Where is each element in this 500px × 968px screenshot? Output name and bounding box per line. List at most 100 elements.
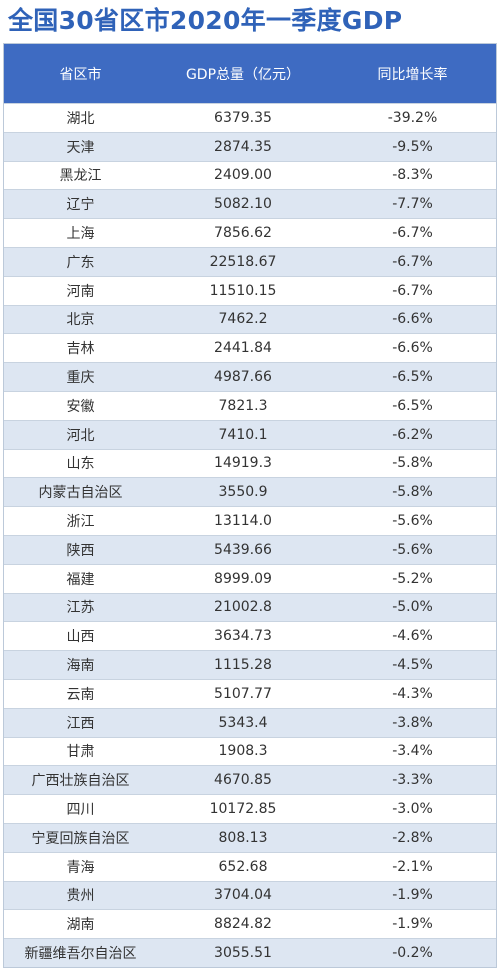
cell-growth: -6.7% <box>392 282 433 299</box>
cell-growth: -39.2% <box>387 109 438 126</box>
table-row: 上海 7856.62 -6.7% <box>4 218 496 247</box>
cell-gdp: 3634.73 <box>214 628 272 645</box>
cell-growth: -3.3% <box>392 772 433 789</box>
cell-gdp: 21002.8 <box>214 599 272 616</box>
cell-growth: -2.1% <box>392 858 433 875</box>
cell-growth: -6.5% <box>392 397 433 414</box>
cell-province: 河北 <box>66 427 95 444</box>
cell-growth: -7.7% <box>392 196 433 213</box>
table-row: 浙江 13114.0 -5.6% <box>4 506 496 535</box>
cell-growth: -3.4% <box>392 743 433 760</box>
table-row: 云南 5107.77 -4.3% <box>4 678 496 708</box>
cell-province: 新疆维吾尔自治区 <box>24 946 137 962</box>
cell-growth: -6.7% <box>392 253 433 270</box>
cell-gdp: 4987.66 <box>214 369 272 386</box>
cell-growth: -6.6% <box>392 311 433 328</box>
cell-gdp: 8824.82 <box>214 916 272 933</box>
cell-province: 天津 <box>66 139 95 156</box>
cell-province: 黑龙江 <box>59 168 102 185</box>
cell-province: 广东 <box>66 254 95 271</box>
table-row: 新疆维吾尔自治区 3055.51 -0.2% <box>4 938 496 967</box>
cell-growth: -4.3% <box>392 685 433 702</box>
table-header: 省区市 GDP总量（亿元） 同比增长率 <box>4 44 496 103</box>
cell-gdp: 8999.09 <box>214 570 272 587</box>
cell-province: 安徽 <box>66 398 95 415</box>
cell-province: 四川 <box>66 802 95 819</box>
cell-gdp: 652.68 <box>218 858 268 875</box>
cell-gdp: 7462.2 <box>218 311 268 328</box>
cell-growth: -3.0% <box>392 801 433 818</box>
table-row: 广东 22518.67 -6.7% <box>4 246 496 276</box>
cell-gdp: 5107.77 <box>214 685 272 702</box>
cell-gdp: 2441.84 <box>214 340 272 357</box>
cell-province: 山东 <box>66 456 95 473</box>
cell-gdp: 7410.1 <box>218 426 268 443</box>
cell-growth: -5.2% <box>392 570 433 587</box>
cell-province: 江苏 <box>66 600 95 617</box>
cell-gdp: 22518.67 <box>209 253 277 270</box>
cell-gdp: 3055.51 <box>214 945 272 961</box>
table-row: 北京 7462.2 -6.6% <box>4 304 496 334</box>
table-row: 贵州 3704.04 -1.9% <box>4 880 496 910</box>
table-row: 湖南 8824.82 -1.9% <box>4 909 496 939</box>
cell-province: 重庆 <box>66 370 95 387</box>
cell-growth: -6.7% <box>392 225 433 242</box>
table-row: 内蒙古自治区 3550.9 -5.8% <box>4 477 496 507</box>
cell-gdp: 10172.85 <box>209 801 277 818</box>
cell-gdp: 11510.15 <box>209 282 277 299</box>
cell-gdp: 5439.66 <box>214 541 272 558</box>
cell-gdp: 3704.04 <box>214 887 272 904</box>
cell-province: 北京 <box>66 312 95 329</box>
cell-growth: -1.9% <box>392 916 433 933</box>
table-row: 辽宁 5082.10 -7.7% <box>4 189 496 219</box>
table-row: 海南 1115.28 -4.5% <box>4 650 496 679</box>
table-row: 甘肃 1908.3 -3.4% <box>4 736 496 766</box>
cell-province: 浙江 <box>66 514 95 531</box>
cell-province: 贵州 <box>66 888 95 905</box>
table-row: 江西 5343.4 -3.8% <box>4 707 496 737</box>
page-title: 全国30省区市2020年一季度GDP <box>8 6 403 35</box>
table-row: 重庆 4987.66 -6.5% <box>4 362 496 391</box>
table-body: 湖北 6379.35 -39.2% 天津 2874.35 -9.5% 黑龙江 2409.00 -… <box>4 103 496 967</box>
header-growth: 同比增长率 <box>377 66 448 83</box>
cell-gdp: 2409.00 <box>214 167 272 184</box>
cell-growth: -6.6% <box>392 340 433 357</box>
cell-province: 青海 <box>66 859 95 876</box>
cell-province: 云南 <box>66 686 95 703</box>
cell-gdp: 14919.3 <box>214 455 272 472</box>
cell-province: 吉林 <box>66 341 95 358</box>
cell-gdp: 5082.10 <box>214 196 272 213</box>
table-row: 吉林 2441.84 -6.6% <box>4 333 496 363</box>
cell-growth: -4.5% <box>392 657 433 674</box>
table-row: 福建 8999.09 -5.2% <box>4 563 496 593</box>
table-row: 江苏 21002.8 -5.0% <box>4 592 496 622</box>
cell-gdp: 1908.3 <box>218 743 268 760</box>
cell-growth: -5.8% <box>392 455 433 472</box>
cell-province: 内蒙古自治区 <box>38 485 123 502</box>
cell-growth: -1.9% <box>392 887 433 904</box>
cell-gdp: 5343.4 <box>218 714 268 731</box>
cell-gdp: 13114.0 <box>214 513 272 530</box>
cell-province: 甘肃 <box>66 744 95 761</box>
header-province: 省区市 <box>59 66 102 83</box>
cell-gdp: 7856.62 <box>214 225 272 242</box>
cell-province: 陕西 <box>66 542 95 559</box>
table-row: 河北 7410.1 -6.2% <box>4 419 496 449</box>
cell-province: 湖北 <box>66 110 95 127</box>
table-row: 宁夏回族自治区 808.13 -2.8% <box>4 822 496 852</box>
cell-gdp: 2874.35 <box>214 138 272 155</box>
table-row: 四川 10172.85 -3.0% <box>4 794 496 823</box>
cell-province: 河南 <box>66 283 95 300</box>
cell-growth: -3.8% <box>392 714 433 731</box>
cell-province: 湖南 <box>66 917 95 934</box>
cell-growth: -5.6% <box>392 513 433 530</box>
cell-growth: -9.5% <box>392 138 433 155</box>
table-row: 天津 2874.35 -9.5% <box>4 131 496 161</box>
cell-growth: -0.2% <box>392 945 433 961</box>
table-row: 湖北 6379.35 -39.2% <box>4 103 496 132</box>
table-row: 黑龙江 2409.00 -8.3% <box>4 160 496 190</box>
cell-gdp: 6379.35 <box>214 109 272 126</box>
cell-growth: -2.8% <box>392 829 433 846</box>
cell-province: 广西壮族自治区 <box>31 773 130 790</box>
table-row: 山东 14919.3 -5.8% <box>4 448 496 478</box>
